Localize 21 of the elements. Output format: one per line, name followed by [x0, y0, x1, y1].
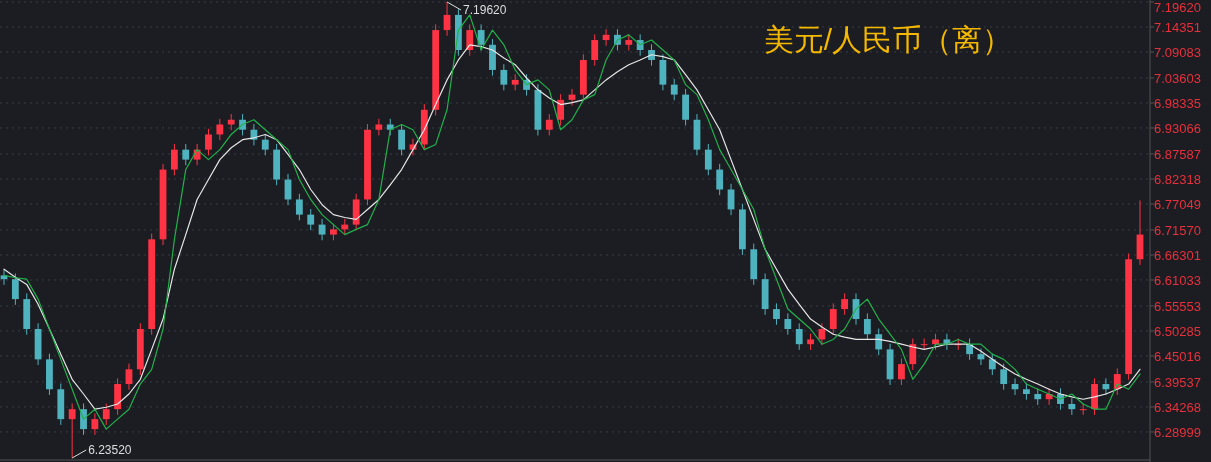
y-tick-label: 7.14351 — [1154, 19, 1201, 35]
annotation: 6.23520 — [88, 443, 132, 457]
y-tick-label: 6.77049 — [1154, 196, 1201, 212]
y-tick-label: 6.66301 — [1154, 247, 1201, 263]
y-tick-label: 6.98335 — [1154, 95, 1201, 111]
y-tick-label: 6.82318 — [1154, 171, 1201, 187]
y-tick-label: 6.39537 — [1154, 374, 1201, 390]
y-tick-label: 6.61033 — [1154, 272, 1201, 288]
y-tick-label: 6.71570 — [1154, 222, 1201, 238]
y-tick-label: 7.19620 — [1154, 0, 1201, 15]
y-tick-label: 7.03603 — [1154, 70, 1201, 86]
annotation: 7.19620 — [463, 3, 507, 17]
y-tick-label: 7.09083 — [1154, 44, 1201, 60]
y-tick-label: 6.45016 — [1154, 348, 1201, 364]
y-tick-label: 6.87587 — [1154, 146, 1201, 162]
text: 美元/人民币（离） — [763, 23, 1013, 56]
y-tick-label: 6.50285 — [1154, 323, 1201, 339]
y-tick-label: 6.93066 — [1154, 120, 1201, 136]
y-tick-label: 6.55553 — [1154, 298, 1201, 314]
y-tick-label: 6.34268 — [1154, 399, 1201, 415]
y-tick-label: 6.28999 — [1154, 424, 1201, 440]
